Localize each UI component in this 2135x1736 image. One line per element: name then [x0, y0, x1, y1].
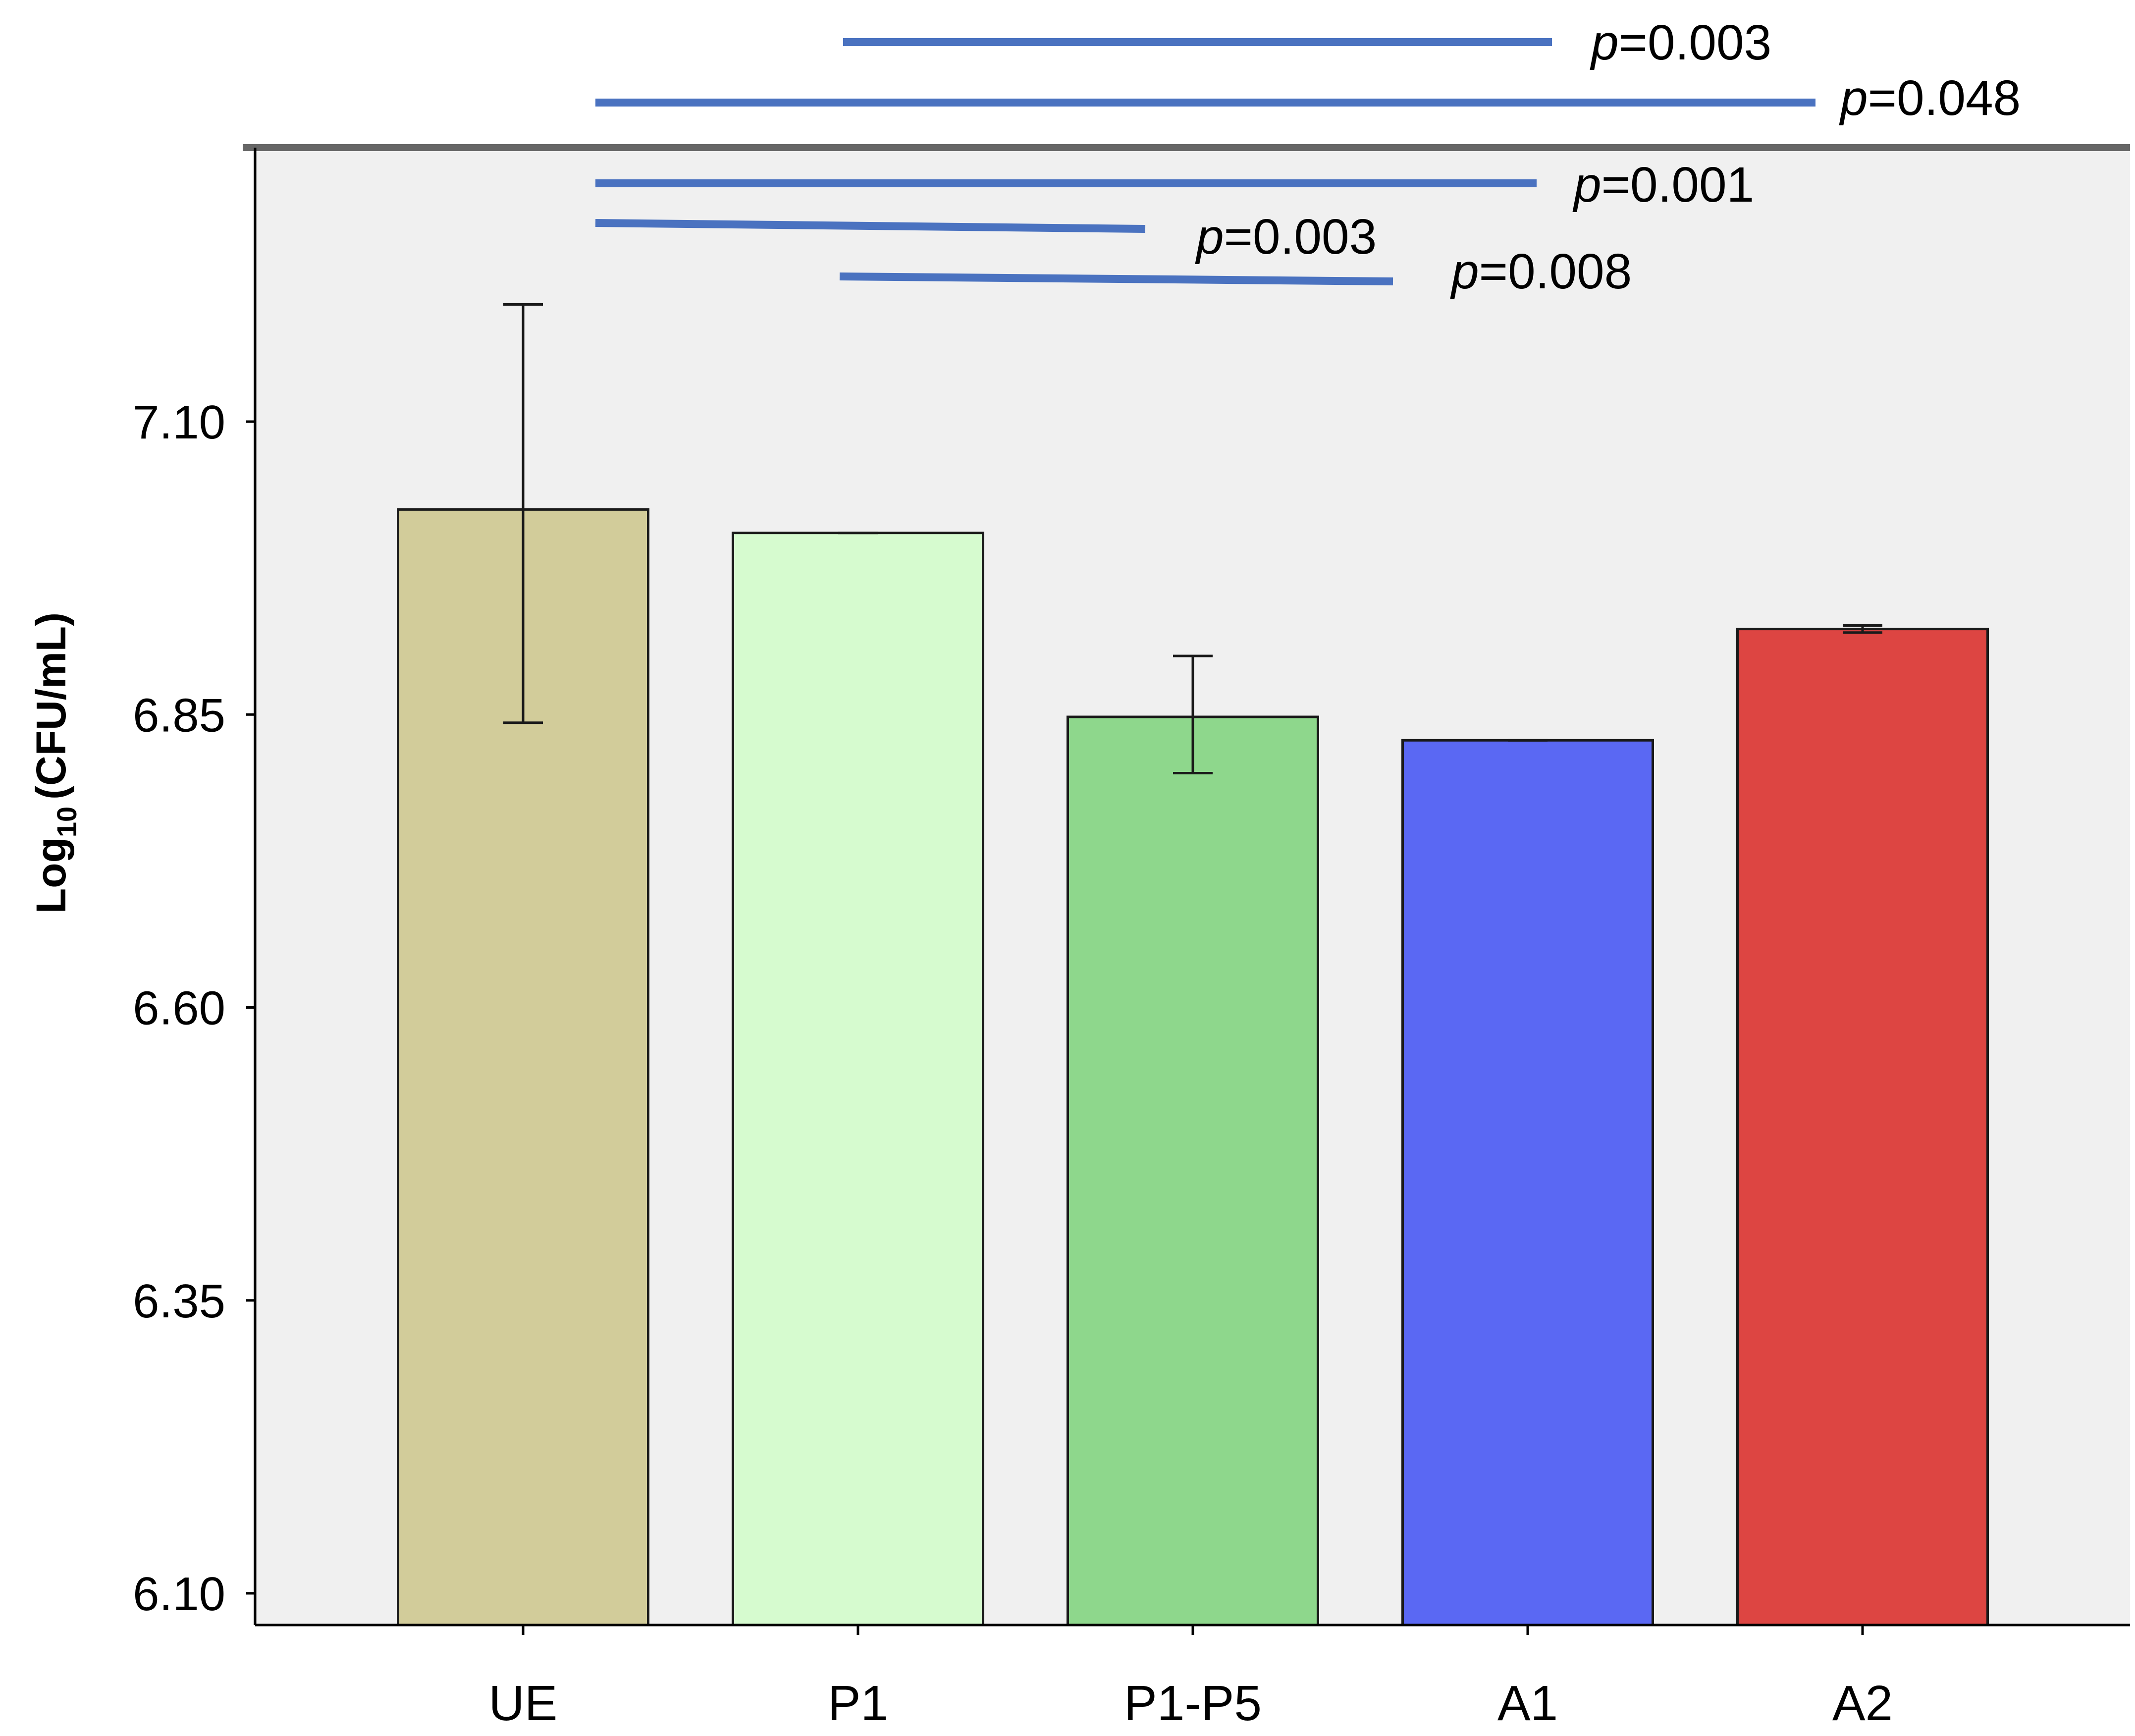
error-bar-ue [503, 303, 543, 724]
bar-a1 [1401, 739, 1654, 1627]
y-tick-label-6.85: 6.85 [133, 689, 225, 742]
y-axis-title-subscript: 10 [51, 807, 82, 837]
y-tick-label-6.10: 6.10 [133, 1568, 225, 1621]
y-ticks-layer: 6.10 6.35 6.60 6.85 7.10 [133, 396, 255, 1621]
comparison-p-value: p=0.001 [1572, 157, 1754, 213]
p-symbol: p [1590, 15, 1619, 70]
p-number: =0.048 [1868, 70, 2021, 126]
p-symbol: p [1572, 157, 1601, 213]
error-bars-layer [503, 303, 1882, 774]
y-tick-label-7.10: 7.10 [133, 396, 225, 449]
bar-p1-p5 [1067, 715, 1319, 1627]
x-tick-label-a2: A2 [1832, 1676, 1893, 1731]
p-number: =0.003 [1224, 209, 1377, 265]
x-tick-label-p1-p5: P1-P5 [1124, 1676, 1262, 1731]
y-axis-title-prefix: Log [28, 837, 74, 914]
p-number: =0.001 [1601, 157, 1755, 213]
comparison-ue-vs-a2: p=0.048 [595, 70, 2021, 126]
x-tick-label-a1: A1 [1497, 1676, 1558, 1731]
y-axis-title-suffix: (CFU/mL) [28, 612, 74, 800]
y-axis-title: Log10 (CFU/mL) [28, 612, 82, 914]
bar-a2 [1736, 628, 1989, 1627]
error-bar-p1-p5 [1173, 654, 1213, 774]
comparison-p1-vs-a1: p=0.008 [839, 244, 1632, 299]
p-number: =0.008 [1479, 244, 1632, 299]
comparison-p-value: p=0.003 [1195, 209, 1377, 265]
p-number: =0.003 [1619, 15, 1772, 70]
p-symbol: p [1839, 70, 1868, 126]
error-bar-a2 [1843, 624, 1882, 634]
comparison-p-value: p=0.003 [1590, 15, 1771, 70]
comparison-p1-vs-a2: p=0.003 [843, 15, 1771, 70]
p-symbol: p [1450, 244, 1479, 299]
y-tick-label-6.35: 6.35 [133, 1275, 225, 1328]
comparison-p-value: p=0.008 [1450, 244, 1632, 299]
comparison-ue-vs-a1: p=0.001 [595, 157, 1754, 213]
comparison-ue-vs-p1-p5: p=0.003 [595, 209, 1377, 265]
bar-p1 [732, 532, 984, 1627]
p-symbol: p [1195, 209, 1224, 265]
comparison-line [839, 272, 1393, 285]
x-tick-label-ue: UE [489, 1676, 558, 1731]
y-tick-label-6.60: 6.60 [133, 982, 225, 1035]
comparison-p-value: p=0.048 [1839, 70, 2021, 126]
x-ticks-layer: UE P1 P1-P5 A1 A2 [489, 1625, 1893, 1731]
x-tick-label-p1: P1 [828, 1676, 888, 1731]
comparison-line [595, 219, 1146, 233]
